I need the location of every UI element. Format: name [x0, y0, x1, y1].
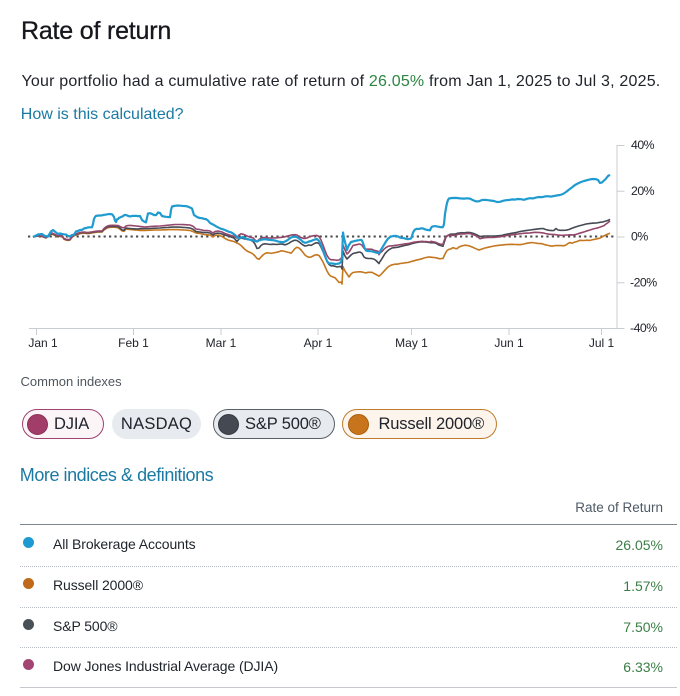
- svg-text:Mar 1: Mar 1: [206, 336, 237, 350]
- svg-text:-40%: -40%: [630, 321, 657, 335]
- svg-text:Jul 1: Jul 1: [589, 336, 615, 350]
- svg-text:20%: 20%: [631, 184, 655, 198]
- svg-text:0%: 0%: [631, 230, 648, 244]
- svg-text:Feb 1: Feb 1: [118, 336, 149, 350]
- svg-text:Jan 1: Jan 1: [28, 336, 58, 350]
- svg-text:Apr 1: Apr 1: [304, 336, 333, 350]
- svg-text:Jun 1: Jun 1: [494, 336, 524, 350]
- svg-text:40%: 40%: [631, 138, 655, 152]
- svg-text:-20%: -20%: [630, 275, 657, 289]
- svg-text:May 1: May 1: [395, 336, 428, 350]
